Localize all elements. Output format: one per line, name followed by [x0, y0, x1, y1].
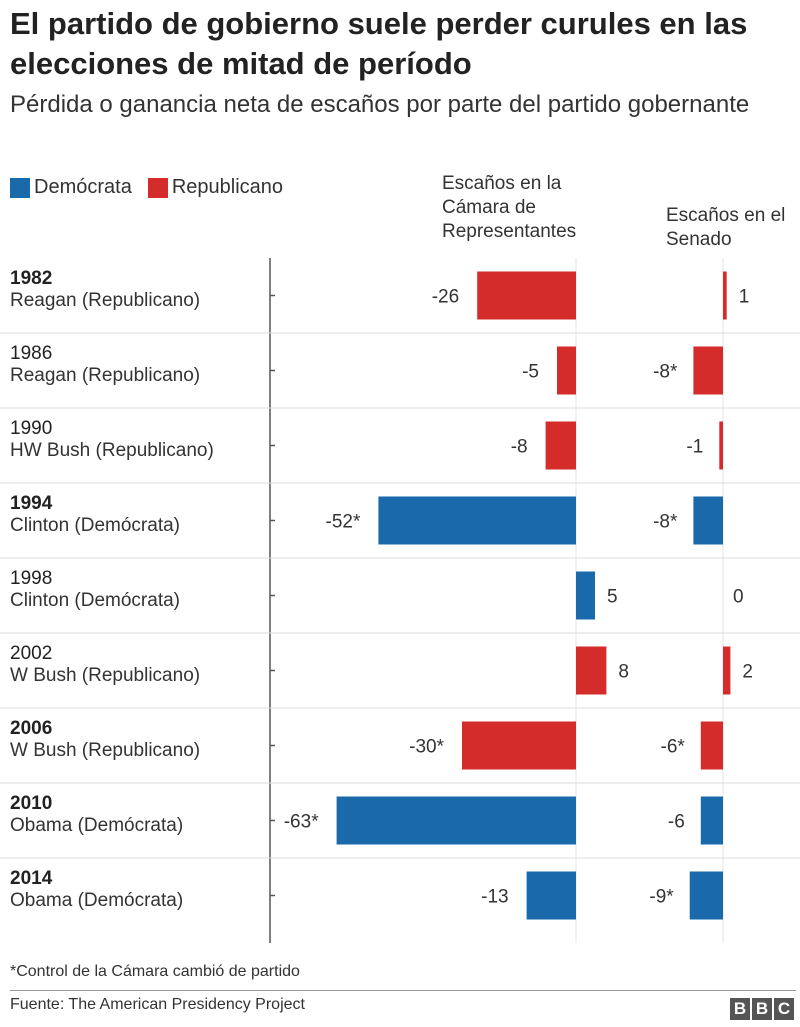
- row-president-label: Reagan (Republicano): [10, 365, 200, 386]
- senate-bar: [689, 871, 723, 920]
- source-text: Fuente: The American Presidency Project: [10, 996, 305, 1013]
- row-president-label: W Bush (Republicano): [10, 665, 200, 686]
- house-value-label: 8: [618, 662, 629, 683]
- row-president-label: Obama (Demócrata): [10, 890, 183, 911]
- senate-value-label: -8*: [653, 512, 678, 533]
- row-president-label: Clinton (Demócrata): [10, 515, 180, 536]
- house-value-label: -13: [481, 887, 508, 908]
- house-value-label: -52*: [326, 512, 361, 533]
- house-value-label: 5: [607, 587, 618, 608]
- row-year-label: 2014: [10, 868, 53, 889]
- house-bar: [545, 421, 576, 470]
- senate-bar: [723, 271, 727, 320]
- row-year-label: 1994: [10, 493, 53, 514]
- senate-value-label: -8*: [653, 362, 678, 383]
- senate-bar: [693, 346, 723, 395]
- row-year-label: 1990: [10, 418, 52, 439]
- house-bar: [462, 721, 576, 770]
- senate-value-label: 1: [739, 287, 750, 308]
- house-bar: [576, 646, 607, 695]
- chart-subtitle: Pérdida o ganancia neta de escaños por p…: [10, 91, 750, 118]
- senate-value-label: 0: [733, 587, 744, 608]
- bbc-logo-letter: B: [752, 998, 772, 1020]
- house-value-label: -63*: [284, 812, 319, 833]
- house-value-label: -26: [432, 287, 459, 308]
- row-president-label: Obama (Demócrata): [10, 815, 183, 836]
- legend-label-democrata: Demócrata: [34, 176, 132, 198]
- column-header-senate: Escaños en el Senado: [666, 205, 786, 250]
- house-value-label: -8: [511, 437, 528, 458]
- senate-value-label: -1: [686, 437, 703, 458]
- row-president-label: W Bush (Republicano): [10, 740, 200, 761]
- row-year-label: 1982: [10, 268, 52, 289]
- senate-bar: [723, 646, 731, 695]
- house-value-label: -30*: [409, 737, 444, 758]
- column-header-house: Escaños en la Cámara de Representantes: [442, 173, 577, 242]
- bbc-logo-letter: B: [730, 998, 750, 1020]
- senate-value-label: -9*: [649, 887, 674, 908]
- senate-bar: [719, 421, 723, 470]
- row-president-label: Clinton (Demócrata): [10, 590, 180, 611]
- legend-swatch-democrata: [10, 177, 30, 198]
- row-year-label: 1998: [10, 568, 52, 589]
- row-president-label: Reagan (Republicano): [10, 290, 200, 311]
- house-bar: [477, 271, 576, 320]
- row-year-label: 1986: [10, 343, 52, 364]
- house-bar: [526, 871, 576, 920]
- legend-label-republicano: Republicano: [171, 176, 284, 198]
- row-president-label: HW Bush (Republicano): [10, 440, 214, 461]
- house-value-label: -5: [522, 362, 539, 383]
- senate-value-label: -6: [668, 812, 685, 833]
- footnote: *Control de la Cámara cambió de partido: [10, 963, 300, 980]
- senate-bar: [693, 496, 723, 545]
- legend: Demócrata Republicano: [10, 176, 299, 199]
- bbc-logo-letter: C: [774, 998, 794, 1020]
- senate-value-label: -6*: [661, 737, 686, 758]
- row-year-label: 2006: [10, 718, 52, 739]
- footer-divider: [10, 990, 796, 991]
- senate-bar: [700, 796, 723, 845]
- legend-item-republicano: Republicano: [147, 176, 284, 199]
- senate-bar: [700, 721, 723, 770]
- house-bar: [557, 346, 576, 395]
- legend-item-democrata: Demócrata: [10, 176, 132, 199]
- house-bar: [378, 496, 576, 545]
- legend-swatch-republicano: [147, 177, 168, 198]
- bbc-logo: B B C: [730, 998, 794, 1020]
- house-bar: [576, 571, 595, 620]
- senate-value-label: 2: [742, 662, 753, 683]
- row-year-label: 2010: [10, 793, 52, 814]
- house-bar: [336, 796, 576, 845]
- row-year-label: 2002: [10, 643, 52, 664]
- chart-title: El partido de gobierno suele perder curu…: [10, 6, 748, 81]
